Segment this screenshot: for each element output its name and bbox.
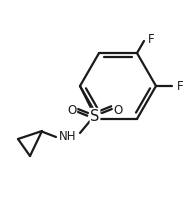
Text: O: O (67, 104, 77, 117)
Text: F: F (177, 80, 183, 93)
Text: NH: NH (59, 130, 77, 143)
Text: O: O (113, 104, 123, 117)
Text: F: F (148, 33, 154, 46)
Text: S: S (90, 109, 100, 124)
